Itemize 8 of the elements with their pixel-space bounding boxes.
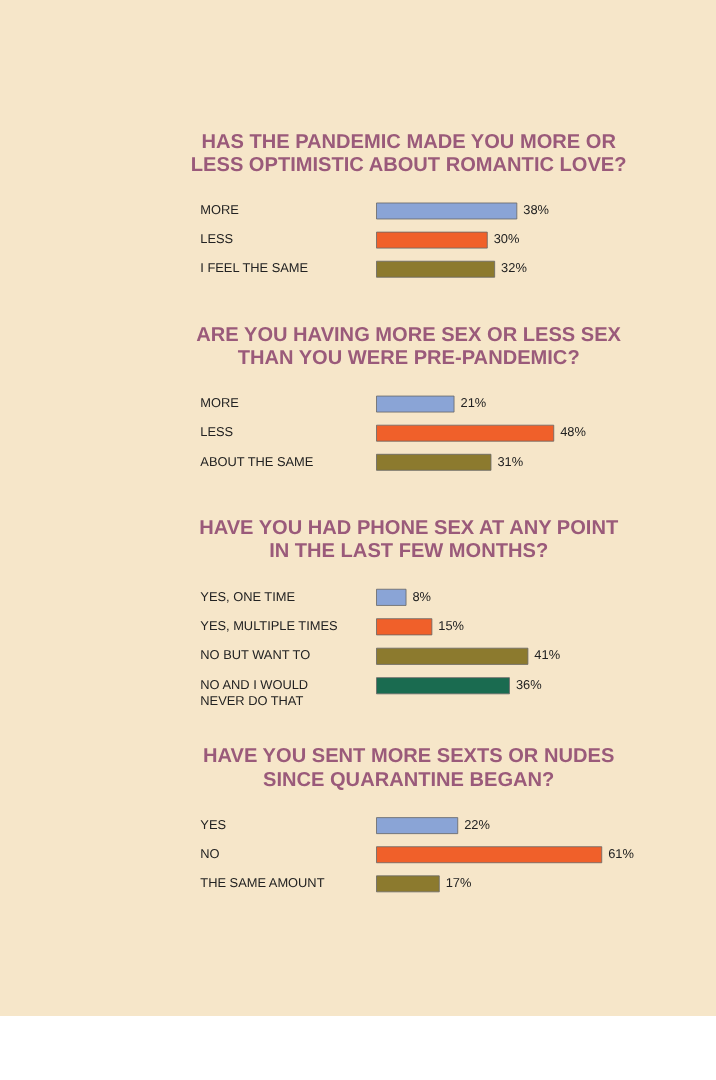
bar (376, 618, 433, 636)
bar (376, 647, 529, 665)
chart-title: HAVE YOU SENT MORE SEXTS OR NUDES SINCE QUARANTINE BEGAN? (203, 746, 615, 792)
chart-title: ARE YOU HAVING MORE SEX OR LESS SEX THAN YOU WERE PRE-PANDEMIC? (196, 324, 622, 370)
bar (376, 588, 407, 606)
chart-title: HAS THE PANDEMIC MADE YOU MORE OR LESS OPTIMISTIC ABOUT ROMANTIC LOVE? (190, 131, 627, 177)
bar (376, 677, 510, 695)
chart-title: HAVE YOU HAD PHONE SEX AT ANY POINT IN THE LAST FEW MONTHS? (199, 517, 620, 564)
